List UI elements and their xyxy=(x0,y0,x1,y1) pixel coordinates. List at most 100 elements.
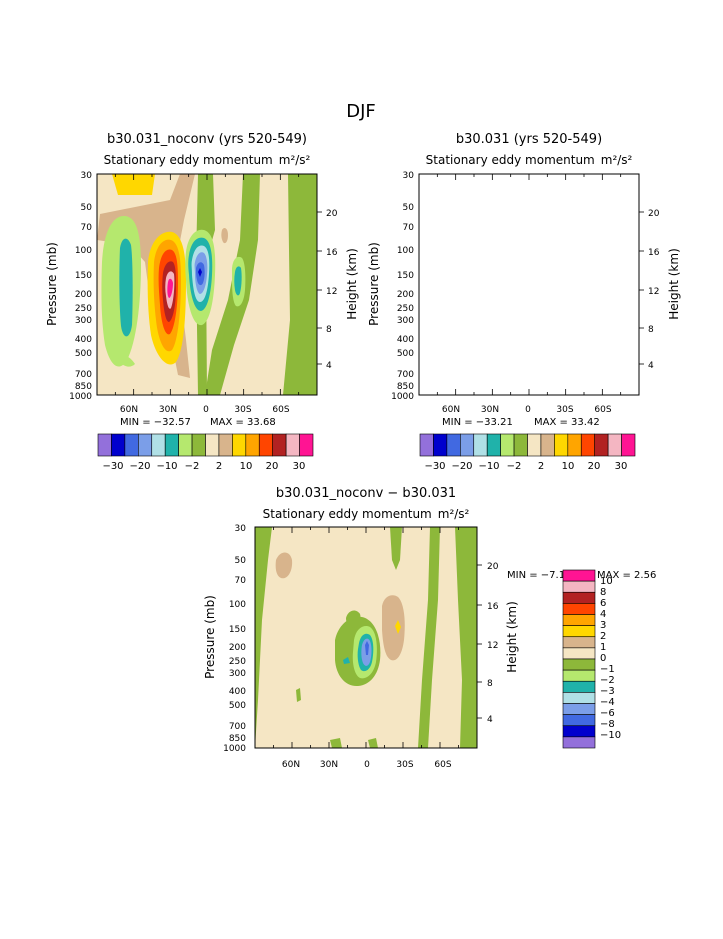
contour-positive-5 xyxy=(470,232,508,365)
contour-negative-core-10 xyxy=(510,244,528,298)
y-tick-label: 500 xyxy=(75,349,92,359)
colorbar-tick-label: −2 xyxy=(507,461,522,472)
y-tick-label: 700 xyxy=(229,722,246,732)
colorbar-labels: −30 −20 −10 −2 2 10 20 30 xyxy=(102,461,305,472)
colorbar-tick-label: 10 xyxy=(240,461,253,472)
y-right-tick-label: 16 xyxy=(487,602,499,612)
y-tick-label: 200 xyxy=(397,290,414,300)
contour-positive-max xyxy=(395,620,401,634)
contour-negative-core-15 xyxy=(513,250,526,290)
y-right-tick-label: 8 xyxy=(326,325,332,335)
min-label: MIN = −7.15 xyxy=(507,570,571,581)
y-tick-label: 400 xyxy=(229,687,246,697)
panel-bottom: b30.031_noconv − b30.031 Stationary eddy… xyxy=(203,486,656,770)
y-tick-label: 70 xyxy=(403,223,415,233)
contour-negative-band xyxy=(518,174,537,395)
contour-negative-southern-core xyxy=(441,239,454,337)
y-tick-label: 70 xyxy=(81,223,93,233)
contour-negative-core-20 xyxy=(514,259,523,282)
panel-subtitle-text: Stationary eddy momentum xyxy=(104,153,273,167)
y-tick-label: 50 xyxy=(81,203,93,213)
colorbar-swatch xyxy=(562,725,596,738)
contour-negative-core-2 xyxy=(503,230,533,325)
y-tick-label: 850 xyxy=(397,382,414,392)
contour-positive-patch xyxy=(275,552,293,579)
colorbar-swatch xyxy=(607,433,622,457)
y-tick-label: 400 xyxy=(75,335,92,345)
colorbar-swatch xyxy=(433,433,448,457)
y-tick-label: 300 xyxy=(229,669,246,679)
colorbar-swatch xyxy=(124,433,139,457)
colorbar-swatch xyxy=(272,433,287,457)
panel-title: b30.031_noconv − b30.031 xyxy=(276,486,456,501)
x-tick-label: 60S xyxy=(434,760,451,770)
x-tick-label: 30S xyxy=(234,405,251,415)
y-tick-label: 30 xyxy=(81,171,93,181)
y-right-tick-label: 8 xyxy=(487,679,493,689)
panel-subtitle-text: Stationary eddy momentum xyxy=(426,153,595,167)
y-tick-label: 850 xyxy=(75,382,92,392)
y-tick-label: 500 xyxy=(229,701,246,711)
y-right-tick-label: 16 xyxy=(326,248,338,258)
colorbar xyxy=(419,433,636,457)
colorbar-tick-label: −20 xyxy=(451,461,472,472)
y-tick-label: 70 xyxy=(235,576,247,586)
panel-subtitle: Stationary eddy momentum m²/s² xyxy=(426,153,633,167)
contour-negative-min xyxy=(198,268,202,277)
x-tick-label: 30S xyxy=(396,760,413,770)
colorbar-swatch xyxy=(621,433,636,457)
colorbar-swatch xyxy=(486,433,501,457)
colorbar-tick-label: 2 xyxy=(216,461,222,472)
panel-title: b30.031_noconv (yrs 520-549) xyxy=(107,132,307,147)
colorbar-tick-label: 4 xyxy=(600,609,606,620)
colorbar-swatch xyxy=(473,433,488,457)
y-right-tick-label: 4 xyxy=(326,361,332,371)
x-tick-label: 30N xyxy=(481,405,499,415)
colorbar-tick-label: 30 xyxy=(293,461,306,472)
y-right-axis-ticks: 20 16 12 8 4 xyxy=(648,209,660,371)
panel-top-right: b30.031 (yrs 520-549) Stationary eddy mo… xyxy=(367,132,681,472)
y-tick-label: 50 xyxy=(403,203,415,213)
colorbar-swatch xyxy=(245,433,260,457)
x-tick-label: 60N xyxy=(282,760,300,770)
y-tick-label: 300 xyxy=(75,316,92,326)
x-tick-label: 30S xyxy=(556,405,573,415)
contour-positive-top xyxy=(112,174,155,195)
colorbar-tick-label: −4 xyxy=(600,697,615,708)
colorbar-tick-label: 8 xyxy=(600,587,606,598)
max-label: MAX = 33.68 xyxy=(210,417,276,428)
colorbar-tick-label: −6 xyxy=(600,708,615,719)
colorbar-swatch xyxy=(500,433,515,457)
y-tick-label: 100 xyxy=(397,246,414,256)
colorbar-swatch xyxy=(258,433,273,457)
contour-negative-band xyxy=(255,527,272,748)
colorbar-swatch xyxy=(446,433,461,457)
y-tick-label: 50 xyxy=(235,556,247,566)
contour-negative-speck xyxy=(330,738,342,748)
x-tick-label: 60N xyxy=(442,405,460,415)
contour-positive-max xyxy=(167,278,173,298)
colorbar-tick-label: 20 xyxy=(588,461,601,472)
y-tick-label: 30 xyxy=(235,524,247,534)
contour-negative-speck xyxy=(296,688,301,702)
panel-subtitle: Stationary eddy momentum m²/s² xyxy=(104,153,311,167)
colorbar-swatch xyxy=(460,433,475,457)
contour-negative-edge xyxy=(118,355,135,367)
panel-units: m²/s² xyxy=(279,153,311,167)
y-right-axis-ticks: 20 16 12 8 4 xyxy=(487,562,499,725)
y-right-tick-label: 8 xyxy=(648,325,654,335)
colorbar-tick-label: 6 xyxy=(600,598,606,609)
colorbar-swatch xyxy=(138,433,153,457)
colorbar-swatch xyxy=(218,433,233,457)
colorbar-swatch xyxy=(205,433,220,457)
colorbar-swatch xyxy=(540,433,555,457)
y-tick-label: 500 xyxy=(397,349,414,359)
y-right-tick-label: 20 xyxy=(648,209,660,219)
colorbar-tick-label: 3 xyxy=(600,620,606,631)
contour-negative-blob xyxy=(346,610,361,628)
contour-negative-band xyxy=(283,174,317,395)
y-tick-label: 100 xyxy=(75,246,92,256)
colorbar-swatch xyxy=(562,647,596,660)
y-right-tick-label: 16 xyxy=(648,248,660,258)
